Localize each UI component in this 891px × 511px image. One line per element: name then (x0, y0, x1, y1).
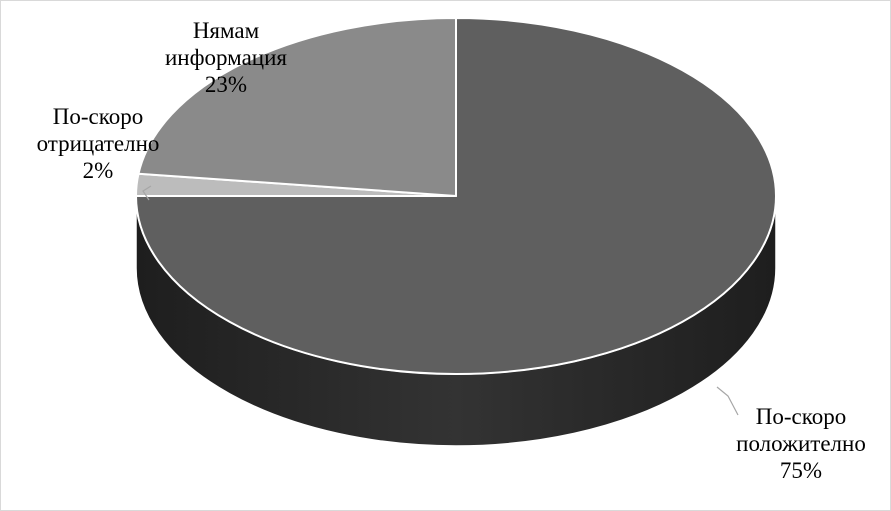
pie-slice-нямам-информация (137, 17, 457, 197)
label-rather-positive-percent: 75% (779, 458, 823, 483)
label-rather-positive-line1: По-скоро (755, 404, 847, 429)
label-no-information-percent: 23% (204, 72, 248, 97)
leader-line-rather-positive (716, 386, 739, 416)
label-no-information: Нямам информация 23% (151, 17, 301, 98)
label-rather-positive: По-скоро положително 75% (721, 403, 881, 484)
label-rather-negative-line2: отрицателно (36, 131, 160, 156)
label-no-information-line1: Нямам (192, 18, 260, 43)
leader-line-rather-negative (142, 185, 152, 201)
label-rather-negative-line1: По-скоро (52, 104, 144, 129)
label-rather-negative-percent: 2% (82, 158, 114, 183)
label-no-information-line2: информация (165, 45, 287, 70)
label-rather-negative: По-скоро отрицателно 2% (23, 103, 173, 184)
label-rather-positive-line2: положително (736, 431, 866, 456)
